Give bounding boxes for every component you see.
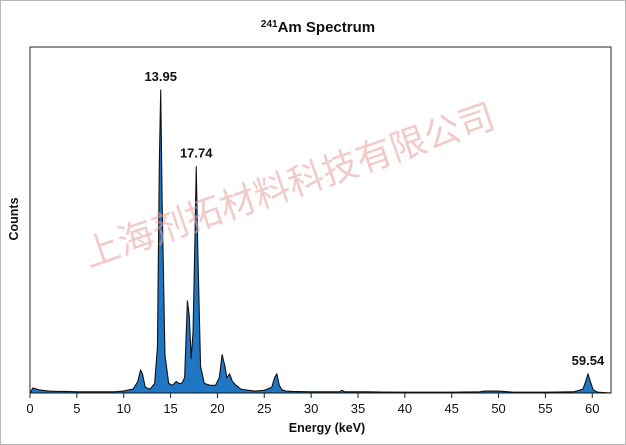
peak-label: 59.54 <box>572 353 605 368</box>
peak-label: 17.74 <box>180 146 213 161</box>
x-tick-label: 60 <box>585 401 599 416</box>
x-tick-label: 5 <box>73 401 80 416</box>
x-tick-label: 50 <box>491 401 505 416</box>
x-tick-label: 0 <box>26 401 33 416</box>
watermark-text: 上海剂拓材料科技有限公司 <box>78 96 500 275</box>
chart-title-superscript: 241 <box>261 19 278 30</box>
peak-label: 13.95 <box>144 69 177 84</box>
x-tick-label: 55 <box>538 401 552 416</box>
x-tick-label: 35 <box>351 401 365 416</box>
x-axis-label: Energy (keV) <box>289 421 365 435</box>
x-tick-label: 30 <box>304 401 318 416</box>
y-axis-label: Counts <box>7 197 21 240</box>
x-tick-label: 40 <box>398 401 412 416</box>
x-tick-label: 45 <box>444 401 458 416</box>
x-tick-label: 25 <box>257 401 271 416</box>
x-tick-label: 20 <box>210 401 224 416</box>
x-tick-label: 10 <box>116 401 130 416</box>
x-tick-label: 15 <box>163 401 177 416</box>
plot-border <box>29 46 612 394</box>
plot-area: 0 5 10 15 20 25 30 35 40 45 50 55 60 13.95 17.74 59.54 <box>26 46 612 416</box>
chart-title-main: Am Spectrum <box>278 19 376 36</box>
spectrum-series-0 <box>29 89 612 394</box>
chart-title: 241Am Spectrum <box>261 19 375 36</box>
